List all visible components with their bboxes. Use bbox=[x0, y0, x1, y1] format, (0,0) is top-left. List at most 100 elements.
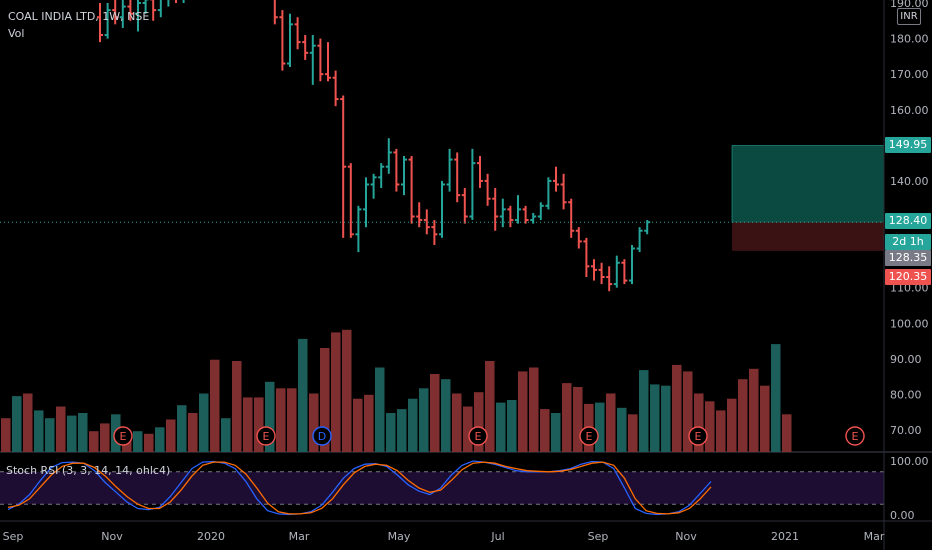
time-axis[interactable]: Sep Nov 2020 Mar May Jul Sep Nov 2021 Mar bbox=[3, 530, 885, 543]
ohlc-bar bbox=[636, 227, 643, 253]
ohlc-bar bbox=[385, 138, 392, 174]
event-marker-label: E bbox=[586, 430, 593, 443]
ohlc-bar bbox=[317, 38, 324, 82]
volume-bars bbox=[1, 329, 792, 452]
volume-bar bbox=[408, 398, 418, 452]
event-marker bbox=[845, 426, 865, 446]
volume-bar bbox=[265, 381, 275, 452]
symbol-legend[interactable]: COAL INDIA LTD, 1W, NSE bbox=[8, 10, 150, 23]
ohlc-bar bbox=[309, 35, 316, 85]
volume-bar bbox=[375, 367, 385, 452]
price-tick-label: 80.00 bbox=[890, 388, 922, 401]
volume-bar bbox=[34, 410, 44, 452]
volume-legend[interactable]: Vol bbox=[8, 27, 25, 40]
volume-bar bbox=[287, 388, 297, 452]
ohlc-bar bbox=[522, 205, 529, 224]
volume-bar bbox=[540, 409, 550, 452]
volume-bar bbox=[529, 367, 539, 452]
price-tick-label: 100.00 bbox=[890, 317, 929, 330]
ohlc-bar bbox=[294, 17, 301, 50]
ohlc-bar bbox=[273, 0, 278, 25]
ohlc-bar bbox=[355, 205, 362, 253]
volume-bar bbox=[177, 405, 187, 452]
volume-bar bbox=[1, 418, 11, 452]
stoch-tick-label: 0.00 bbox=[890, 509, 915, 522]
ohlc-bar bbox=[416, 202, 423, 228]
volume-bar bbox=[617, 407, 627, 452]
ohlc-bar bbox=[598, 262, 605, 285]
volume-bar bbox=[155, 427, 165, 452]
volume-bar bbox=[56, 406, 66, 452]
ohlc-bar bbox=[431, 220, 438, 245]
event-marker bbox=[312, 426, 332, 446]
ohlc-bar bbox=[408, 156, 415, 224]
ohlc-bar bbox=[127, 0, 134, 21]
ohlc-bar bbox=[347, 163, 354, 238]
ohlc-bar bbox=[119, 0, 126, 28]
volume-bar bbox=[496, 402, 506, 452]
volume-bar bbox=[551, 413, 561, 452]
ohlc-bar bbox=[142, 0, 149, 14]
last-price-tag: 128.40 bbox=[885, 213, 931, 229]
volume-bar bbox=[738, 379, 748, 452]
ohlc-bar bbox=[606, 266, 613, 292]
ohlc-bar bbox=[135, 0, 141, 32]
currency-button[interactable]: INR bbox=[897, 8, 921, 25]
time-tick-label: Jul bbox=[490, 530, 504, 543]
volume-bar bbox=[716, 410, 726, 452]
loss-zone[interactable] bbox=[732, 222, 884, 251]
ohlc-bar bbox=[560, 173, 567, 210]
ohlc-bar bbox=[537, 202, 544, 221]
stoch-rsi-legend[interactable]: Stoch RSI (3, 3, 14, 14, ohlc4) bbox=[6, 464, 171, 477]
volume-bar bbox=[672, 364, 682, 452]
ohlc-bar bbox=[157, 0, 162, 18]
volume-bar bbox=[144, 433, 154, 452]
ohlc-bar bbox=[454, 152, 461, 203]
ohlc-bar bbox=[583, 237, 590, 277]
event-marker-label: E bbox=[120, 430, 127, 443]
stoch-rsi-pane[interactable]: 100.00 0.00 bbox=[0, 455, 929, 522]
volume-bar bbox=[12, 396, 22, 452]
ohlc-bar bbox=[363, 177, 369, 228]
ohlc-bar bbox=[332, 70, 339, 107]
volume-bar bbox=[331, 332, 341, 452]
time-tick-label: Mar bbox=[289, 530, 310, 543]
ohlc-bar bbox=[104, 3, 111, 39]
ohlc-bar bbox=[568, 198, 575, 238]
stop-price-tag: 120.35 bbox=[885, 269, 931, 285]
ohlc-bars[interactable] bbox=[97, 0, 651, 292]
volume-bar bbox=[309, 393, 319, 452]
ohlc-bar bbox=[461, 188, 468, 224]
profit-zone[interactable] bbox=[731, 145, 885, 223]
volume-bar bbox=[606, 393, 616, 452]
event-marker-label: D bbox=[318, 430, 326, 443]
volume-bar bbox=[683, 371, 693, 452]
price-tick-label: 190.00 bbox=[890, 0, 929, 10]
volume-bar bbox=[760, 385, 770, 452]
volume-bar bbox=[320, 348, 330, 452]
volume-bar bbox=[188, 413, 198, 452]
volume-bar bbox=[232, 361, 242, 452]
ohlc-bar bbox=[97, 3, 103, 43]
volume-bar bbox=[518, 371, 528, 452]
ohlc-bar bbox=[370, 173, 377, 199]
ohlc-bar bbox=[175, 0, 177, 3]
volume-bar bbox=[386, 413, 396, 452]
event-marker bbox=[579, 426, 599, 446]
stoch-k-line bbox=[7, 460, 712, 516]
ohlc-bar bbox=[279, 10, 286, 71]
stoch-d-line bbox=[7, 461, 712, 515]
price-tick-label: 170.00 bbox=[890, 68, 929, 81]
ohlc-bar bbox=[553, 166, 559, 192]
ohlc-bar bbox=[621, 259, 628, 285]
ohlc-bar bbox=[112, 0, 119, 25]
ohlc-bar bbox=[325, 42, 331, 82]
volume-bar bbox=[661, 385, 671, 452]
event-marker bbox=[468, 426, 488, 446]
ohlc-bar bbox=[477, 156, 483, 189]
volume-bar bbox=[100, 423, 110, 452]
volume-bar bbox=[353, 398, 363, 452]
event-marker-label: E bbox=[852, 430, 859, 443]
volume-bar bbox=[45, 418, 55, 452]
